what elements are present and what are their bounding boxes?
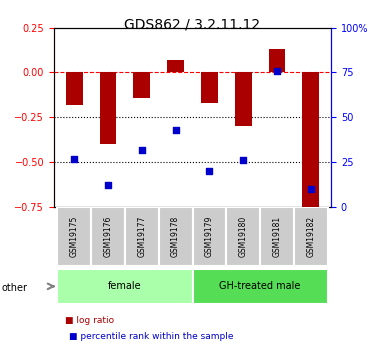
Text: GSM19175: GSM19175 xyxy=(70,216,79,257)
Point xyxy=(206,168,213,174)
Bar xyxy=(66,72,83,105)
Text: GSM19178: GSM19178 xyxy=(171,216,180,257)
FancyBboxPatch shape xyxy=(159,207,192,266)
FancyBboxPatch shape xyxy=(260,207,294,266)
Text: GSM19177: GSM19177 xyxy=(137,216,146,257)
Text: GSM19182: GSM19182 xyxy=(306,216,315,257)
FancyBboxPatch shape xyxy=(226,207,260,266)
Text: ■ percentile rank within the sample: ■ percentile rank within the sample xyxy=(69,332,234,341)
Bar xyxy=(100,72,116,144)
Point xyxy=(274,68,280,73)
Bar xyxy=(302,72,319,219)
FancyBboxPatch shape xyxy=(91,207,125,266)
Point xyxy=(172,127,179,132)
Bar xyxy=(269,49,285,72)
Text: GH-treated male: GH-treated male xyxy=(219,282,301,291)
Text: GSM19176: GSM19176 xyxy=(104,216,112,257)
Text: GSM19181: GSM19181 xyxy=(273,216,281,257)
Point xyxy=(240,158,246,163)
FancyBboxPatch shape xyxy=(294,207,328,266)
FancyBboxPatch shape xyxy=(57,207,91,266)
Point xyxy=(139,147,145,152)
Text: other: other xyxy=(2,283,28,293)
FancyBboxPatch shape xyxy=(192,269,328,304)
Point xyxy=(105,183,111,188)
FancyBboxPatch shape xyxy=(125,207,159,266)
Bar xyxy=(201,72,218,103)
Bar xyxy=(133,72,150,98)
Text: ■ log ratio: ■ log ratio xyxy=(65,316,115,325)
Text: GSM19179: GSM19179 xyxy=(205,216,214,257)
FancyBboxPatch shape xyxy=(57,269,192,304)
Point xyxy=(71,156,77,161)
Text: female: female xyxy=(108,282,142,291)
Bar xyxy=(167,60,184,72)
Text: GSM19180: GSM19180 xyxy=(239,216,248,257)
FancyBboxPatch shape xyxy=(192,207,226,266)
Bar xyxy=(235,72,252,126)
Text: GDS862 / 3.2.11.12: GDS862 / 3.2.11.12 xyxy=(124,17,261,31)
Point xyxy=(308,186,314,192)
